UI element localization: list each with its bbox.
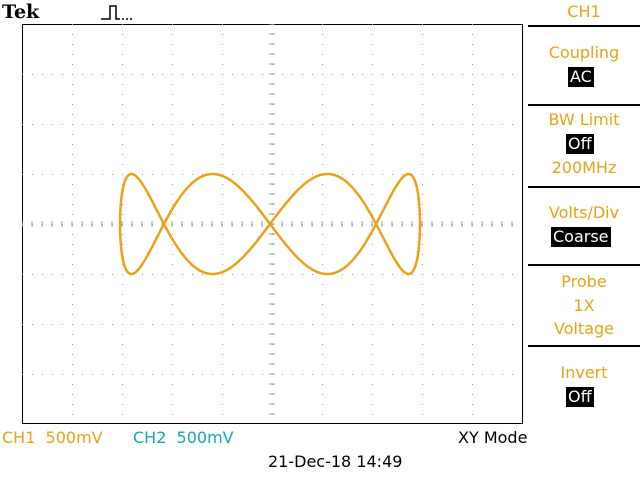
bw-limit-frequency: 200MHz <box>551 158 617 177</box>
probe-label[interactable]: Probe <box>561 272 607 291</box>
menu-divider <box>528 186 640 188</box>
volts-div-value[interactable]: Coarse <box>551 227 611 247</box>
menu-title: CH1 <box>567 2 601 21</box>
probe-attenuation: 1X <box>573 296 595 315</box>
menu-divider <box>528 264 640 266</box>
ch1-scale: CH1 500mV <box>2 428 103 447</box>
date-time: 21-Dec-18 14:49 <box>268 452 403 471</box>
menu-divider <box>528 345 640 347</box>
menu-divider <box>528 104 640 106</box>
bw-limit-value[interactable]: Off <box>566 134 594 154</box>
coupling-value[interactable]: AC <box>568 67 594 87</box>
display-mode: XY Mode <box>458 428 528 447</box>
invert-value[interactable]: Off <box>566 387 594 407</box>
probe-type: Voltage <box>553 319 614 338</box>
invert-label[interactable]: Invert <box>560 363 608 382</box>
bw-limit-label[interactable]: BW Limit <box>548 110 620 129</box>
xy-display <box>22 24 523 424</box>
coupling-label[interactable]: Coupling <box>548 43 620 62</box>
lissajous-trace <box>118 172 422 276</box>
volts-div-label[interactable]: Volts/Div <box>548 203 620 222</box>
ch2-scale: CH2 500mV <box>133 428 234 447</box>
pulse-trigger-icon <box>101 5 132 20</box>
graticule <box>22 24 513 415</box>
menu-divider <box>528 25 640 27</box>
brand-logo: Tek <box>2 1 40 23</box>
